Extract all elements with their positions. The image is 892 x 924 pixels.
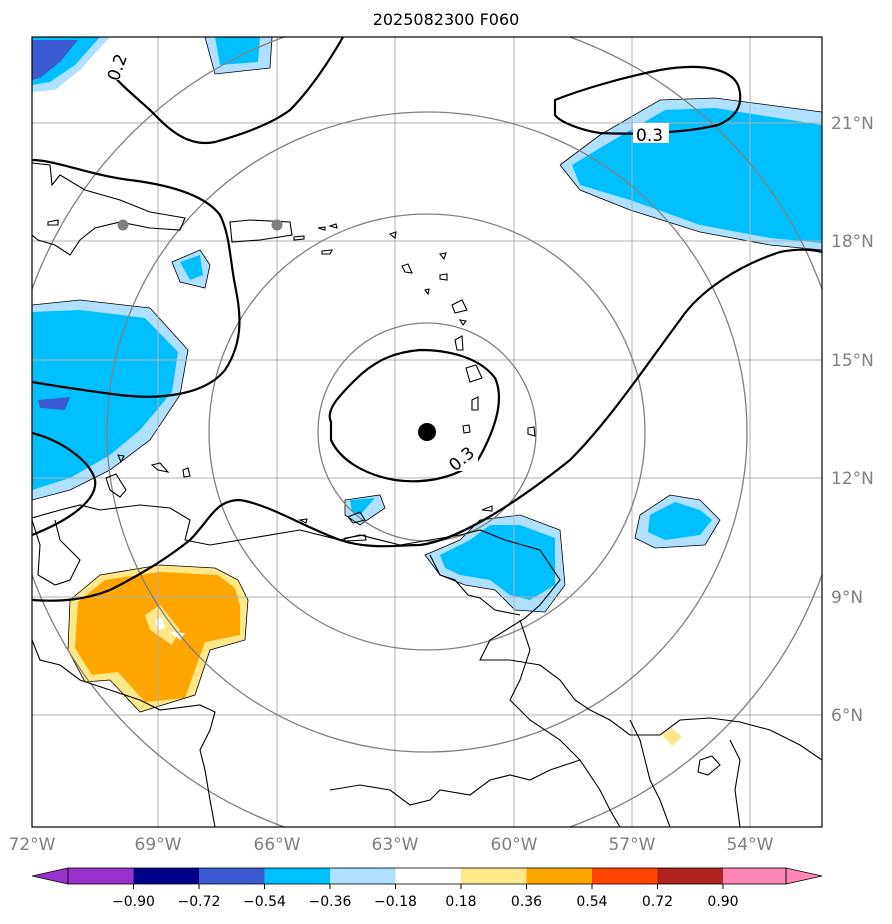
- colorbar-cell: [526, 868, 592, 884]
- lat-tick: 6°N: [831, 706, 863, 726]
- lon-tick: 66°W: [254, 835, 301, 855]
- lat-tick: 9°N: [831, 588, 863, 608]
- colorbar-tick-label: −0.72: [178, 894, 221, 910]
- colorbar-tick-label: 0.72: [642, 894, 673, 910]
- colorbar-tick-label: 0.90: [707, 894, 738, 910]
- shade-outlines: [32, 37, 822, 713]
- lat-tick: 15°N: [831, 351, 874, 371]
- colorbar-cell: [68, 868, 134, 884]
- lat-tick-labels: 21°N 18°N 15°N 12°N 9°N 6°N: [831, 114, 874, 726]
- colorbar-tick-label: −0.36: [309, 894, 352, 910]
- colorbar-tick-label: 0.54: [576, 894, 607, 910]
- colorbar-tick-label: −0.54: [243, 894, 286, 910]
- colorbar-frame: [67, 867, 787, 885]
- lat-tick: 12°N: [831, 469, 874, 489]
- lon-tick: 57°W: [609, 835, 656, 855]
- colorbar-cell: [657, 868, 723, 884]
- contour-label-1: 0.3: [636, 126, 663, 146]
- lon-tick: 63°W: [372, 835, 419, 855]
- contour-label-bg: [633, 123, 669, 143]
- colorbar-cell: [330, 868, 396, 884]
- range-rings: [32, 37, 822, 827]
- colorbar-cell: [592, 868, 658, 884]
- map-frame: [31, 36, 823, 828]
- contour-label-bg: [450, 445, 478, 471]
- colorbar-tick-label: 0.36: [511, 894, 542, 910]
- lon-tick: 60°W: [491, 835, 538, 855]
- storm-center-marker: [418, 423, 436, 441]
- lat-tick: 18°N: [831, 232, 874, 252]
- city-dot-marker: [271, 219, 283, 231]
- colorbar-tick-label: −0.18: [374, 894, 417, 910]
- colorbar-cell: [199, 868, 265, 884]
- coastlines: [32, 162, 822, 827]
- city-dot-marker: [117, 219, 129, 231]
- map-title: 2025082300 F060: [372, 10, 520, 29]
- colorbar-cell: [723, 868, 786, 884]
- colorbar-cell: [461, 868, 527, 884]
- colorbar-tick-label: −0.90: [112, 894, 155, 910]
- colorbar-tick-label: 0.18: [445, 894, 476, 910]
- colorbar-cell: [395, 868, 461, 884]
- lon-tick: 54°W: [727, 835, 774, 855]
- colorbar-ticks: [133, 884, 724, 889]
- colorbar-extend-high: [785, 867, 823, 885]
- thick-contours: [32, 37, 822, 602]
- lat-tick: 21°N: [831, 114, 874, 134]
- contour-label-bg: [103, 50, 123, 80]
- lon-tick: 69°W: [135, 835, 182, 855]
- colorbar-extend-low: [31, 867, 69, 885]
- colorbar: −0.90 −0.72 −0.54 −0.36 −0.18 0.18 0.36 …: [31, 867, 823, 910]
- map-area: 0.2 0.3 0.3: [32, 37, 822, 827]
- shading-layer: [32, 37, 822, 746]
- lon-tick-labels: 72°W 69°W 66°W 63°W 60°W 57°W 54°W: [9, 835, 774, 855]
- lon-tick: 72°W: [9, 835, 56, 855]
- colorbar-cell: [133, 868, 199, 884]
- colorbar-cell: [264, 868, 330, 884]
